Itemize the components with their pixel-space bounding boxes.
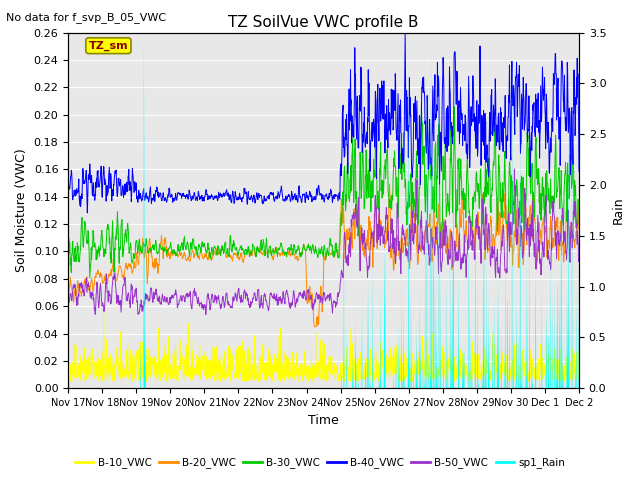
Text: TZ_sm: TZ_sm — [88, 41, 128, 51]
Text: No data for f_svp_B_05_VWC: No data for f_svp_B_05_VWC — [6, 12, 166, 23]
Title: TZ SoilVue VWC profile B: TZ SoilVue VWC profile B — [228, 15, 419, 30]
Y-axis label: Soil Moisture (VWC): Soil Moisture (VWC) — [15, 149, 28, 272]
Legend: B-10_VWC, B-20_VWC, B-30_VWC, B-40_VWC, B-50_VWC, sp1_Rain: B-10_VWC, B-20_VWC, B-30_VWC, B-40_VWC, … — [70, 453, 570, 472]
X-axis label: Time: Time — [308, 414, 339, 427]
Y-axis label: Rain: Rain — [612, 197, 625, 224]
